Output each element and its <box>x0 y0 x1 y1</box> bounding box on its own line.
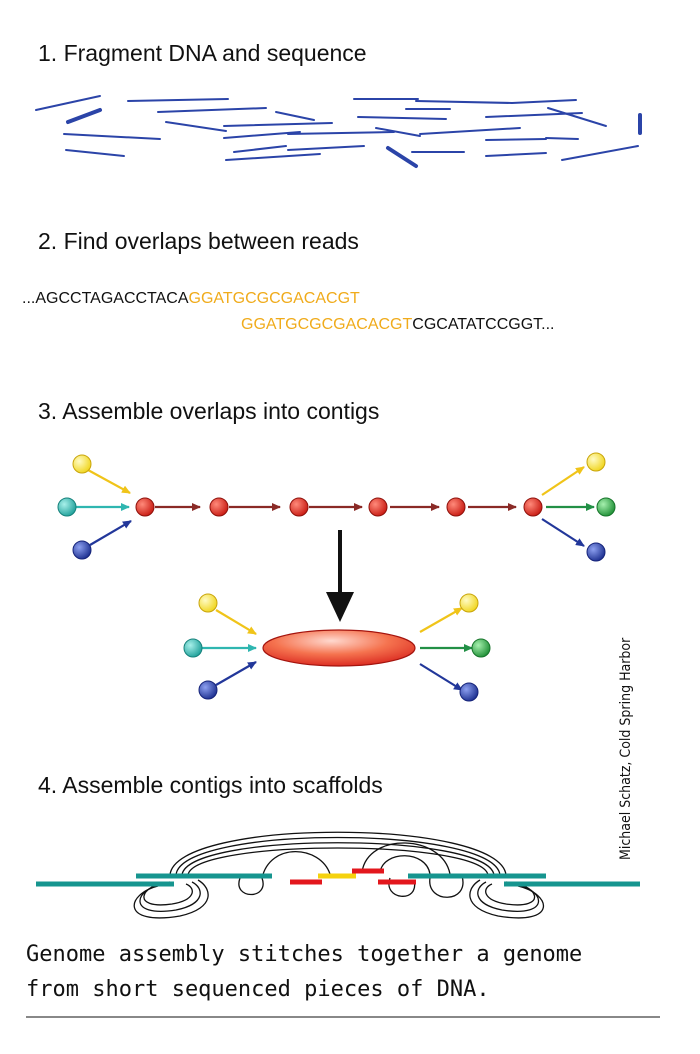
read-1-sequence: ...AGCCTAGACCTACAGGATGCGCGACACGT <box>22 290 360 308</box>
scaffold-contigs <box>36 868 640 887</box>
contig-side-nodes <box>183 593 491 702</box>
graph-edges <box>76 466 595 547</box>
step-3-title: 3. Assemble overlaps into contigs <box>38 398 380 424</box>
fragmented-reads <box>35 95 642 168</box>
contig-graph <box>183 593 491 702</box>
graph-nodes <box>57 452 616 562</box>
overlap-graph <box>57 452 616 562</box>
left-loops <box>133 877 264 919</box>
step-4-title: 4. Assemble contigs into scaffolds <box>38 772 383 798</box>
caption-line-1: Genome assembly stitches together a geno… <box>26 942 583 967</box>
scaffold <box>36 831 640 919</box>
read-2-overlap: GGATGCGCGACACGT <box>241 316 413 333</box>
caption-line-2: from short sequenced pieces of DNA. <box>26 977 490 1002</box>
contig-node <box>262 629 416 667</box>
image-credit: Michael Schatz, Cold Spring Harbor <box>618 637 634 860</box>
step-2-title: 2. Find overlaps between reads <box>38 228 359 254</box>
read-2-suffix: CGCATATCCGGT... <box>412 316 555 333</box>
figure-caption: Genome assembly stitches together a geno… <box>26 937 666 1007</box>
read-1-prefix: ...AGCCTAGACCTACA <box>22 290 189 307</box>
read-2-sequence: GGATGCGCGACACGTCGCATATCCGGT... <box>241 316 554 334</box>
right-loops <box>469 879 544 919</box>
read-1-overlap: GGATGCGCGACACGT <box>188 290 360 307</box>
collapse-arrow <box>326 530 354 622</box>
mate-pair-arcs <box>169 831 507 876</box>
caption-divider <box>26 1016 660 1018</box>
step-1-title: 1. Fragment DNA and sequence <box>38 40 367 66</box>
contig-edges <box>202 607 473 691</box>
